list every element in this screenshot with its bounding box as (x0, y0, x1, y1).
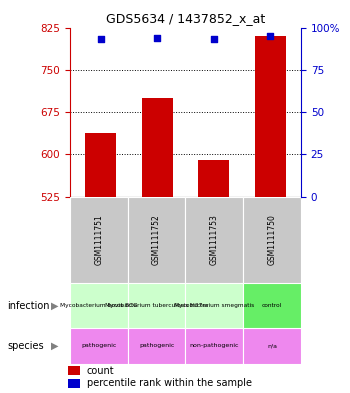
Bar (68, 366, 80, 375)
Text: Mycobacterium smegmatis: Mycobacterium smegmatis (174, 303, 254, 308)
Point (155, 35, 160, 41)
Bar (243, 283, 301, 328)
Text: count: count (87, 365, 114, 376)
Text: pathogenic: pathogenic (81, 343, 117, 348)
Point (267, 33, 273, 39)
Bar (68, 379, 80, 388)
Text: Mycobacterium bovis BCG: Mycobacterium bovis BCG (60, 303, 138, 308)
Text: non-pathogenic: non-pathogenic (190, 343, 239, 348)
Point (98, 36, 104, 42)
Text: species: species (7, 341, 44, 351)
Text: GSM1111752: GSM1111752 (152, 214, 161, 265)
Bar (128, 328, 186, 364)
Bar (186, 196, 243, 283)
Bar (128, 196, 186, 283)
Text: ▶: ▶ (51, 341, 58, 351)
Text: GSM1111751: GSM1111751 (94, 214, 103, 265)
Bar (70, 196, 128, 283)
Text: control: control (262, 303, 282, 308)
Point (211, 36, 216, 42)
Bar (186, 283, 243, 328)
Text: n/a: n/a (267, 343, 277, 348)
Bar (128, 283, 186, 328)
Bar (70, 283, 128, 328)
Bar (85, 133, 117, 196)
Bar (243, 196, 301, 283)
Bar (70, 328, 128, 364)
Text: GSM1111750: GSM1111750 (268, 214, 276, 265)
Bar (142, 98, 173, 196)
Text: percentile rank within the sample: percentile rank within the sample (87, 378, 252, 388)
Bar (243, 328, 301, 364)
Bar (186, 328, 243, 364)
Text: ▶: ▶ (51, 301, 58, 310)
Text: Mycobacterium tuberculosis H37ra: Mycobacterium tuberculosis H37ra (105, 303, 208, 308)
Bar (254, 36, 286, 197)
Title: GDS5634 / 1437852_x_at: GDS5634 / 1437852_x_at (106, 12, 265, 25)
Text: infection: infection (7, 301, 49, 310)
Text: GSM1111753: GSM1111753 (210, 214, 219, 265)
Text: pathogenic: pathogenic (139, 343, 174, 348)
Bar (198, 160, 229, 196)
